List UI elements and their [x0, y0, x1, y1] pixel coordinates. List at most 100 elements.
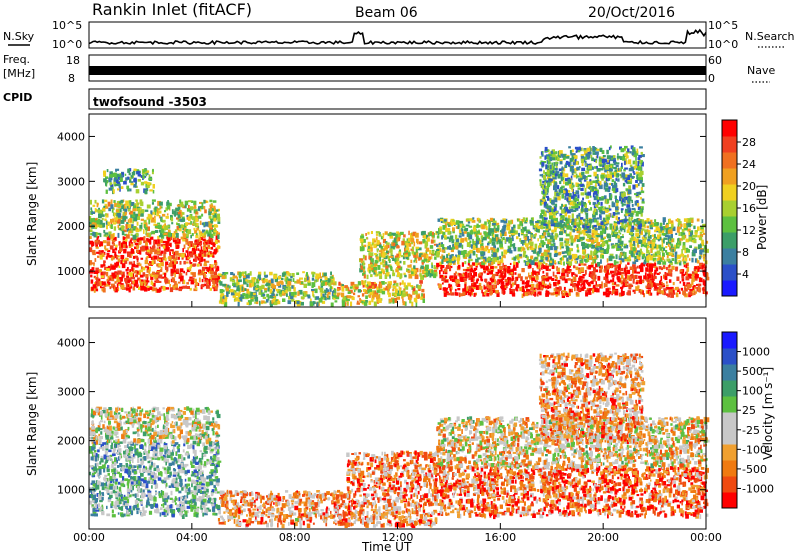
range-cell — [678, 231, 681, 236]
range-cell — [670, 247, 673, 252]
range-cell — [186, 286, 190, 289]
range-cell — [176, 204, 181, 207]
range-cell — [259, 277, 262, 280]
range-cell — [615, 215, 618, 221]
range-cell — [579, 275, 583, 279]
range-cell — [217, 221, 221, 224]
range-cell — [363, 289, 367, 292]
range-cell — [386, 250, 389, 254]
range-cell — [136, 284, 139, 288]
range-cell — [463, 231, 467, 234]
range-cell — [249, 271, 252, 276]
range-cell — [135, 203, 139, 209]
nsearch-tick-bottom: 10^0 — [708, 38, 738, 51]
range-cell — [276, 289, 281, 294]
range-cell — [581, 260, 584, 266]
range-cell — [496, 239, 501, 243]
range-cell — [622, 234, 624, 237]
range-cell — [676, 254, 681, 259]
range-cell — [582, 251, 586, 255]
range-cell — [415, 290, 418, 295]
range-cell — [584, 242, 587, 246]
range-cell — [143, 219, 147, 223]
range-cell — [209, 277, 213, 280]
range-cell — [560, 261, 563, 265]
range-cell — [397, 290, 400, 293]
range-cell — [166, 287, 170, 290]
range-cell — [138, 212, 141, 216]
range-cell — [115, 272, 118, 278]
range-cell — [315, 276, 318, 280]
range-cell — [321, 291, 325, 294]
range-cell — [288, 278, 292, 282]
range-cell — [496, 290, 498, 293]
range-cell — [442, 225, 446, 230]
range-cell — [128, 212, 131, 215]
range-cell — [686, 266, 690, 272]
range-cell — [211, 225, 215, 228]
range-cell — [541, 280, 545, 285]
range-cell — [559, 231, 563, 236]
range-cell — [564, 269, 567, 274]
range-cell — [333, 292, 336, 296]
range-cell — [473, 292, 476, 297]
range-cell — [676, 218, 679, 223]
range-cell — [368, 264, 372, 267]
range-cell — [113, 179, 117, 185]
range-cell — [578, 227, 582, 231]
range-cell — [529, 276, 533, 280]
range-cell — [242, 292, 246, 297]
range-cell — [355, 286, 359, 290]
range-cell — [532, 268, 534, 273]
range-cell — [548, 292, 551, 295]
range-cell — [105, 182, 107, 186]
range-cell — [405, 242, 409, 248]
range-cell — [615, 178, 617, 181]
range-cell — [669, 252, 673, 256]
range-cell — [104, 232, 109, 237]
range-cell — [600, 234, 603, 239]
range-cell — [117, 270, 122, 274]
range-cell — [615, 254, 618, 260]
range-cell — [222, 283, 227, 287]
range-cell — [359, 268, 363, 273]
range-cell — [544, 275, 547, 279]
range-cell — [422, 235, 425, 238]
range-cell — [423, 253, 428, 257]
range-cell — [654, 219, 657, 223]
range-cell — [455, 242, 459, 246]
range-cell — [471, 262, 475, 266]
range-cell — [181, 231, 184, 234]
range-cell — [457, 260, 460, 265]
range-cell — [209, 287, 212, 291]
range-cell — [421, 293, 423, 298]
range-cell — [526, 288, 530, 294]
range-cell — [384, 259, 386, 264]
range-cell — [695, 291, 697, 294]
range-cell — [591, 280, 594, 285]
range-cell — [387, 288, 390, 292]
range-cell — [530, 247, 535, 251]
range-cell — [342, 296, 346, 301]
range-cell — [654, 284, 657, 290]
range-cell — [294, 291, 297, 295]
range-cell — [504, 255, 506, 259]
nsky-tick-top: 10^5 — [52, 19, 82, 32]
range-cell — [423, 257, 428, 262]
range-cell — [118, 183, 121, 188]
range-cell — [523, 250, 527, 254]
range-cell — [216, 231, 219, 236]
range-cell — [212, 284, 216, 288]
range-cell — [95, 277, 99, 282]
range-cell — [553, 206, 557, 211]
range-cell — [668, 228, 672, 231]
range-cell — [654, 262, 657, 267]
range-cell — [107, 250, 111, 253]
range-cell — [103, 178, 107, 183]
range-cell — [463, 287, 467, 293]
range-cell — [93, 275, 96, 279]
range-cell — [655, 267, 659, 272]
range-cell — [130, 175, 133, 179]
range-cell — [127, 279, 131, 282]
